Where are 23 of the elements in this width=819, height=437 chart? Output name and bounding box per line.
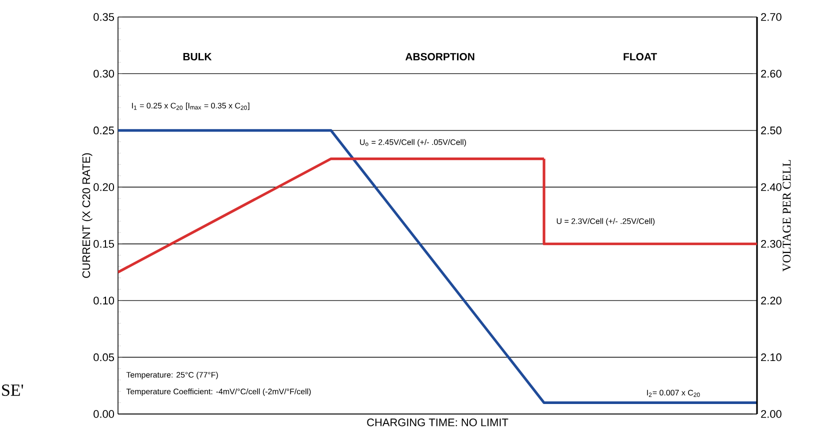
y2-tick-label: 2.60	[761, 70, 782, 78]
y-tick-label: 0.25	[94, 126, 114, 134]
y-axis-title: CURRENT (X C20 RATE)	[82, 153, 92, 278]
y-tick-label: 0.30	[94, 70, 114, 78]
y2-tick-label: 2.10	[761, 353, 782, 362]
annotation: ABSORPTION	[405, 53, 474, 60]
y2-tick-label: 2.50	[761, 126, 782, 134]
y-tick-label: 0.10	[94, 296, 114, 304]
annotation: BULK	[183, 53, 212, 60]
y-tick-label: 0.15	[94, 240, 114, 248]
y-tick-label: 0.05	[94, 353, 114, 362]
y2-axis-title: VOLTAGE PER CELL	[782, 160, 791, 272]
y2-tick-label: 2.20	[761, 296, 782, 304]
y-tick-label: 0.35	[94, 13, 114, 21]
annotation: FLOAT	[624, 53, 657, 60]
y2-tick-label: 2.30	[761, 240, 782, 248]
y2-tick-label: 2.40	[761, 183, 782, 192]
x-axis-title: CHARGING TIME: NO LIMIT	[367, 418, 508, 426]
y2-tick-label: 2.70	[761, 13, 782, 21]
y-tick-label: 0.00	[94, 410, 114, 418]
text: SE'	[2, 384, 24, 396]
y-tick-label: 0.20	[94, 183, 114, 192]
y2-tick-label: 2.00	[761, 410, 782, 418]
